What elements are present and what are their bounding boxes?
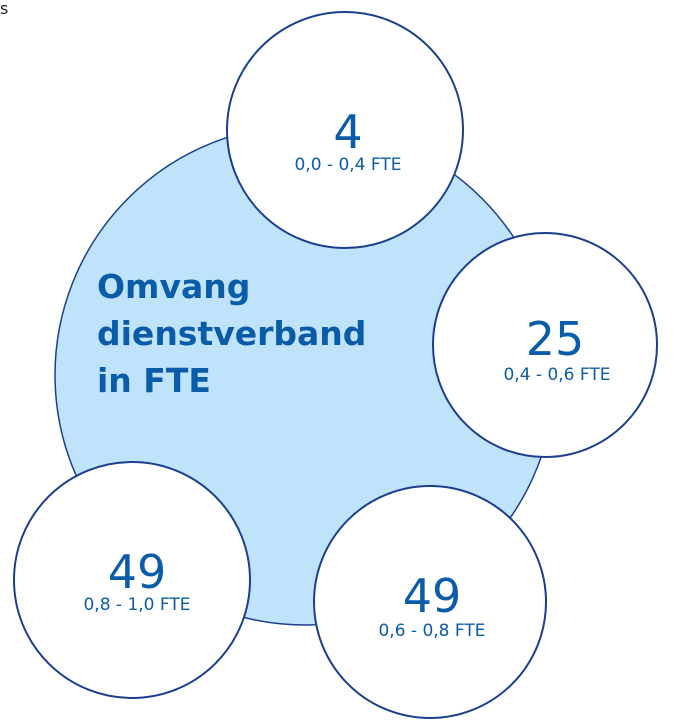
title-line: Omvang [97, 267, 250, 306]
bubble [226, 11, 464, 249]
item-label: 0,6 - 0,8 FTE [378, 621, 485, 641]
item-value: 49 [108, 545, 167, 599]
item-label: 0,4 - 0,6 FTE [503, 365, 610, 385]
bubble [313, 485, 547, 719]
bubble [13, 461, 251, 699]
item-value: 25 [526, 312, 585, 366]
item-label: 0,8 - 1,0 FTE [83, 595, 190, 615]
corner-text: s [0, 0, 8, 18]
bubble [432, 232, 658, 458]
title-line: in FTE [97, 361, 211, 400]
item-value: 4 [333, 105, 362, 159]
item-value: 49 [403, 569, 462, 623]
item-label: 0,0 - 0,4 FTE [294, 155, 401, 175]
title-line: dienstverband [97, 314, 366, 353]
